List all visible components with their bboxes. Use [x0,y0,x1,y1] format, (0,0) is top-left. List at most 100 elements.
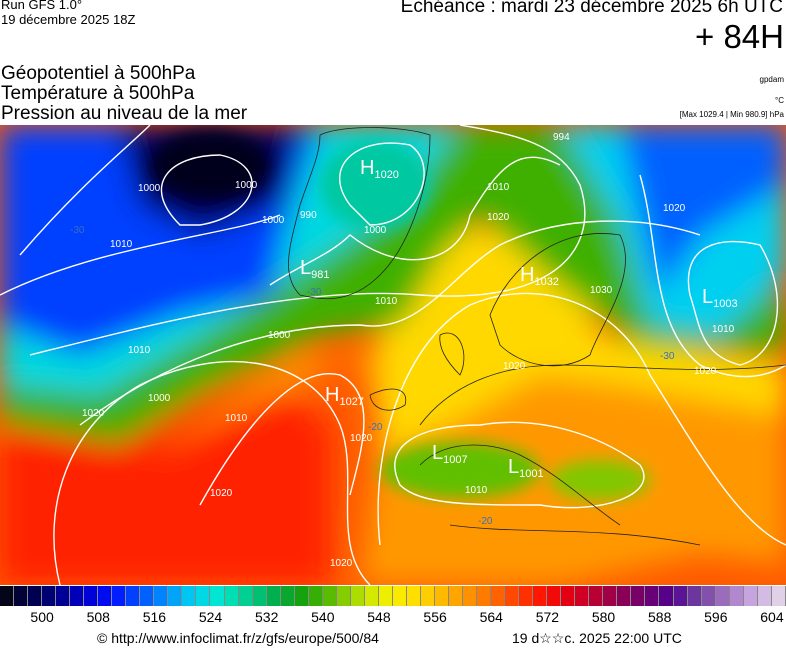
colorbar-tick-label: 548 [367,609,391,625]
colorbar-swatch [210,586,225,606]
colorbar-swatch [378,586,393,606]
isotherm-label: -30 [70,225,85,236]
colorbar-swatch [449,586,464,606]
center-type: L [702,286,714,308]
colorbar-swatch [350,586,365,606]
isobar-label: 990 [300,210,317,221]
colorbar-swatch [84,586,99,606]
colorbar-swatch [364,586,379,606]
isobar [338,142,425,226]
isobar [160,154,253,226]
center-type: L [508,456,520,478]
title-pressure: Pression au niveau de la mer [1,103,248,124]
isotherm-label: -20 [478,516,493,527]
weather-map: H1020 L981 H1032 L1003 H1027 L1007 L1001… [0,125,786,585]
coastline-greenland [288,127,431,300]
colorbar-swatch [617,586,632,606]
colorbar-swatch [434,586,449,606]
colorbar-swatch [645,586,660,606]
colorbar-swatch [561,586,576,606]
colorbar-swatch [168,586,183,606]
colorbar-tick-label: 604 [760,609,784,625]
isotherm-label: -30 [307,287,322,298]
isobar-label: 1000 [364,225,387,236]
isobar-label: 1020 [503,361,526,372]
isobar-label: 1010 [487,182,510,193]
colorbar-swatch [420,586,435,606]
center-value: 1020 [374,169,399,181]
colorbar-tick-label: 588 [647,609,672,625]
colorbar-swatch [112,586,127,606]
colorbar-swatch [631,586,646,606]
colorbar-tick-label: 572 [535,609,560,625]
colorbar-swatch [589,586,604,606]
isobar-label: 1030 [590,285,613,296]
colorbar-tick-label: 596 [704,609,728,625]
colorbar-swatch [322,586,337,606]
colorbar-tick-label: 516 [142,609,167,625]
isobar-label: 1000 [138,183,161,194]
colorbar-swatch [477,586,492,606]
isobar [29,125,586,356]
colorbar-swatch [0,586,15,606]
colorbar-swatch [392,586,407,606]
colorbar-swatch [56,586,71,606]
colorbar-swatch [659,586,674,606]
isobar-label: 1000 [235,180,258,191]
colorbar-swatch [266,586,281,606]
colorbar-swatch [42,586,57,606]
field-black-core [150,130,270,200]
isobar [394,421,645,509]
pressure-center: H1020 [360,158,399,185]
pressure-center: H1032 [520,265,559,292]
isobar-label: 994 [553,132,570,143]
isobar-label: 1020 [663,203,686,214]
colorbar-tick-label: 500 [30,609,54,625]
colorbar-swatch [280,586,295,606]
isobar-label: 1010 [110,239,133,250]
copyright-url: © http://www.infoclimat.fr/z/gfs/europe/… [97,630,379,646]
colorbar-swatch [98,586,113,606]
isobar-label: 1020 [82,408,105,419]
pressure-center: L1001 [508,457,544,484]
isobar-label: 1010 [465,485,488,496]
isobar [377,292,786,546]
colorbar-swatch [519,586,534,606]
isobar [199,373,365,506]
colorbar-tick-label: 508 [86,609,110,625]
colorbar-swatch [238,586,253,606]
unit-pressure-range: [Max 1029.4 | Min 980.9] hPa [679,110,784,119]
colorbar-swatch [603,586,618,606]
pressure-center: L981 [300,258,329,285]
field-greenland-cyan [320,140,430,230]
center-value: 1003 [713,298,738,310]
isobar-label: 1000 [268,330,291,341]
isobar-label: 1000 [262,215,285,226]
pressure-center: L1003 [702,287,738,314]
colorbar-swatch [547,586,562,606]
isobar-label: 1010 [225,413,248,424]
isobar [639,174,786,378]
run-date: 19 décembre 2025 18Z [1,12,136,27]
field-yellow [380,225,786,455]
isobar-label: 1020 [694,366,717,377]
colorbar-ticks: 500 508 516 524 532 540 548 556 564 572 580 588 596 6… [0,609,786,627]
isobar-label: 1010 [128,345,151,356]
field-spain-green2 [550,460,650,500]
colorbar-swatch [673,586,688,606]
title-geopotential: Géopotentiel à 500hPa [1,63,196,84]
isobar-label: 1000 [148,393,171,404]
isobar [0,214,281,296]
isobar-label: 1010 [375,296,398,307]
colorbar-swatch [701,586,716,606]
isobar [53,361,371,585]
colorbar-swatch [182,586,197,606]
colorbar-tick-label: 564 [479,609,503,625]
center-type: H [325,384,340,406]
colorbar-swatch [505,586,520,606]
colorbar-swatch [224,586,239,606]
coastline-uk [439,332,465,376]
center-value: 1001 [519,468,544,480]
map-field [0,125,786,585]
center-value: 981 [311,269,330,281]
